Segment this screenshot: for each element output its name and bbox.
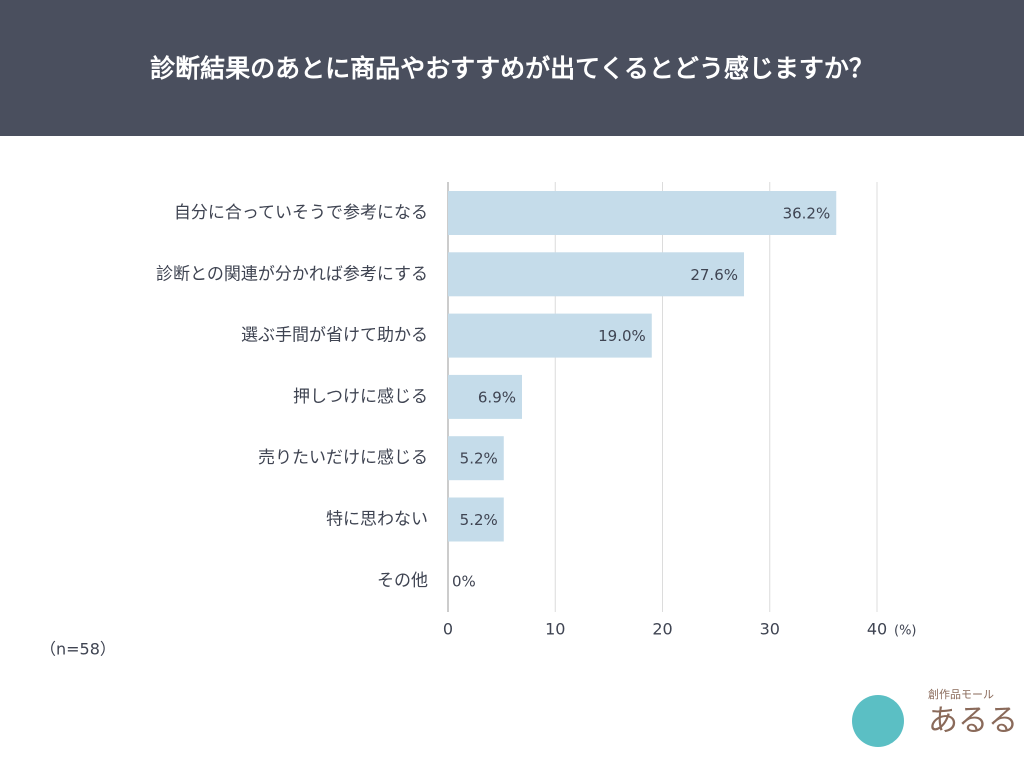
value-label: 6.9% — [478, 388, 516, 406]
bar — [448, 252, 745, 297]
value-label: 5.2% — [460, 511, 498, 529]
y-tick-label: 選ぶ手間が省けて助かる — [241, 326, 428, 346]
logo-circle — [852, 695, 904, 747]
sample-note: （n=58） — [40, 640, 116, 659]
x-tick-label: 0 — [443, 620, 453, 639]
bar — [448, 191, 837, 235]
y-tick-label: 売りたいだけに感じる — [258, 448, 428, 468]
logo: 創作品モール あるる — [852, 687, 1018, 747]
value-label: 5.2% — [460, 450, 498, 468]
x-tick-label: 10 — [545, 620, 565, 639]
y-tick-label: 自分に合っていそうで参考になる — [174, 203, 428, 223]
chart-title: 診断結果のあとに商品やおすすめが出てくるとどう感じますか？ — [150, 54, 874, 83]
y-tick-label: 診断との関連が分かれば参考にする — [156, 264, 428, 284]
x-tick-label: 40 — [867, 620, 887, 639]
x-tick-label: 30 — [760, 620, 780, 639]
bar — [448, 374, 523, 419]
value-label: 19.0% — [598, 327, 646, 345]
header-band — [0, 0, 1024, 136]
value-label: 27.6% — [690, 266, 738, 284]
value-label: 0% — [452, 572, 476, 590]
y-tick-label: その他 — [377, 571, 428, 591]
y-tick-label: 特に思わない — [326, 510, 428, 530]
x-tick-label: 20 — [652, 620, 672, 639]
x-unit-label: (%) — [894, 624, 917, 639]
value-label: 36.2% — [783, 205, 831, 223]
bar — [448, 313, 652, 358]
logo-name: あるる — [928, 704, 1018, 739]
bar — [448, 497, 504, 542]
y-tick-label: 押しつけに感じる — [293, 387, 428, 407]
logo-tagline: 創作品モール — [928, 687, 994, 701]
bar — [448, 436, 504, 481]
